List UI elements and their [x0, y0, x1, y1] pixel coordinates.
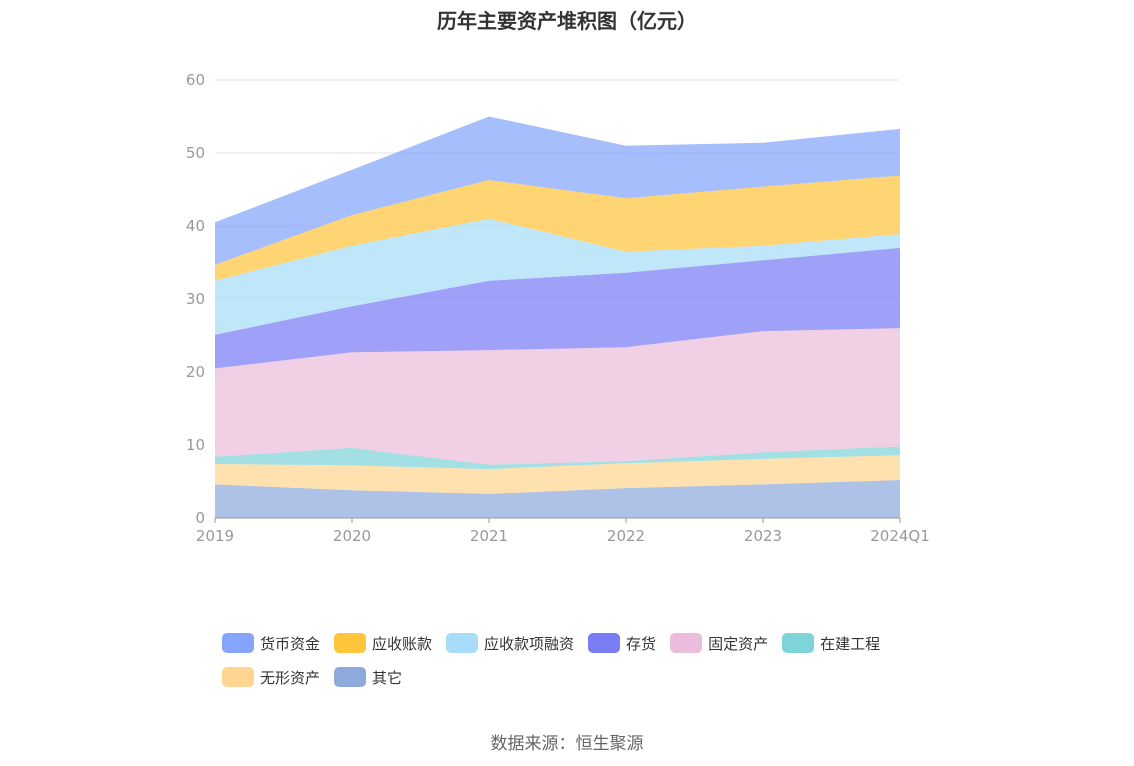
- legend-item[interactable]: 应收账款: [334, 632, 432, 654]
- chart-title: 历年主要资产堆积图（亿元）: [437, 9, 697, 33]
- y-tick-label: 50: [186, 144, 205, 162]
- legend-label: 应收款项融资: [484, 634, 575, 653]
- y-tick-label: 40: [186, 217, 205, 235]
- legend-item[interactable]: 其它: [334, 666, 402, 688]
- legend-label: 存货: [626, 634, 657, 653]
- legend-swatch: [334, 633, 367, 653]
- area-series: [215, 247, 900, 369]
- legend-label: 在建工程: [820, 634, 881, 653]
- axes: 0 10 20 30 40 50 60 2019 2020 2021 2022 2023 2024Q1: [186, 71, 930, 545]
- legend-item[interactable]: 在建工程: [782, 632, 880, 654]
- legend-swatch: [446, 633, 479, 653]
- legend-label: 应收账款: [372, 634, 433, 653]
- legend-label: 货币资金: [260, 634, 321, 653]
- y-tick-label: 20: [186, 363, 205, 381]
- area-series: [215, 116, 900, 265]
- x-tick-label: 2024Q1: [870, 527, 930, 545]
- legend-label: 无形资产: [260, 668, 321, 687]
- legend-item[interactable]: 无形资产: [222, 666, 320, 688]
- x-tick-label: 2023: [744, 527, 782, 545]
- legend-label: 固定资产: [708, 634, 769, 653]
- legend-swatch: [222, 667, 254, 687]
- area-series: [215, 175, 900, 281]
- legend-item[interactable]: 应收款项融资: [446, 632, 574, 654]
- legend-swatch: [670, 633, 703, 653]
- legend-swatch: [588, 633, 621, 653]
- legend-swatch: [334, 667, 367, 687]
- legend: 货币资金 应收账款 应收款项融资 存货 固定资产 在建工程无形资产 其它: [222, 632, 942, 688]
- area-series-layer: [215, 116, 900, 518]
- x-tick-label: 2020: [333, 527, 371, 545]
- x-tick-label: 2022: [607, 527, 645, 545]
- legend-label: 其它: [372, 668, 403, 687]
- x-tick-label: 2021: [470, 527, 508, 545]
- x-tick-label: 2019: [196, 527, 234, 545]
- legend-swatch: [782, 633, 815, 653]
- source-note: 数据来源：恒生聚源: [490, 734, 644, 754]
- y-tick-label: 60: [186, 71, 205, 89]
- area-series: [215, 446, 900, 470]
- area-series: [215, 328, 900, 465]
- chart-plot: 0 10 20 30 40 50 60 2019 2020 2021 2022 2023 2024Q1: [186, 71, 930, 545]
- legend-item[interactable]: 货币资金: [222, 632, 320, 654]
- legend-item[interactable]: 存货: [588, 632, 656, 654]
- area-series: [215, 218, 900, 335]
- y-tick-label: 10: [186, 436, 205, 454]
- area-series: [215, 480, 900, 518]
- legend-item[interactable]: 固定资产: [670, 632, 768, 654]
- legend-swatch: [222, 633, 254, 653]
- y-tick-label: 0: [195, 509, 205, 527]
- area-series: [215, 455, 900, 494]
- y-tick-label: 30: [186, 290, 205, 308]
